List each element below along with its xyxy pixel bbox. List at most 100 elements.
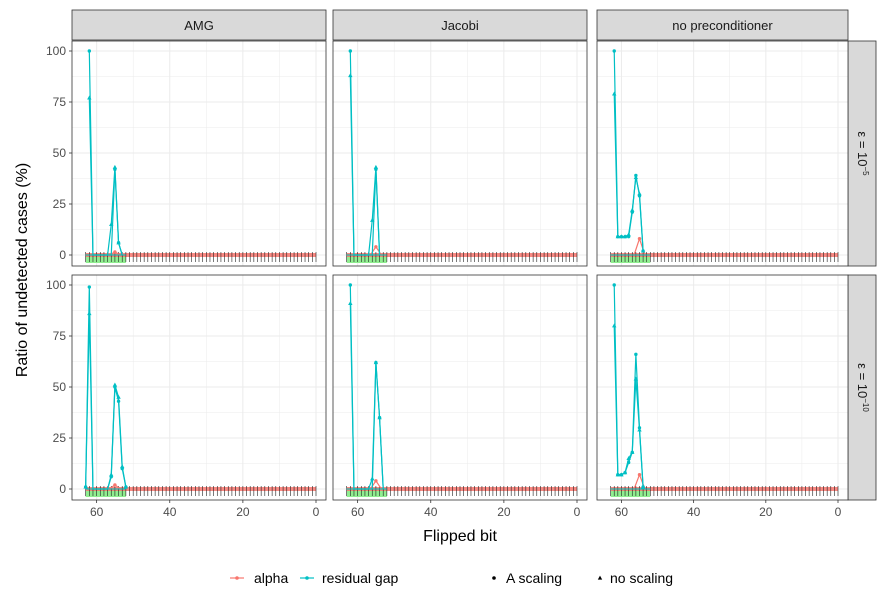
point-marker-triangle [637,427,642,432]
panel-border [71,40,327,267]
point-marker-circle [612,49,616,53]
legend-label-residual-gap: residual gap [322,570,398,586]
point-marker-circle [113,250,117,254]
point-marker-circle [634,352,638,357]
point-marker-triangle [619,472,624,477]
facet-strip-label: no preconditioner [672,18,773,33]
x-tick-label: 60 [615,505,629,519]
green-band [346,254,387,263]
point-marker-triangle [123,484,129,489]
y-tick-label: 100 [46,278,66,292]
panel: 0 25 50 75 100 [46,40,327,267]
point-marker-triangle [622,234,628,239]
point-marker-circle [637,473,642,477]
alpha-baseline-band [85,487,316,491]
panel-border [71,274,327,501]
panel: 0 25 50 75 100 60 40 20 0 [46,274,327,519]
y-tick-label: 50 [53,146,67,160]
panel: 60 40 20 0 [596,274,849,519]
x-tick-label: 40 [424,505,438,519]
point-marker-triangle [348,300,353,305]
facet-strip-row [847,40,877,267]
point-marker-triangle [615,234,621,239]
point-marker-triangle [109,222,114,226]
x-tick-label: 0 [313,505,320,519]
point-marker-triangle [615,472,621,477]
point-marker-triangle [109,472,114,477]
panel [596,40,849,267]
point-marker-circle [348,49,353,53]
green-band [85,254,126,263]
legend: alpha residual gap A scaling no scaling [230,570,673,586]
facet-strip-column [332,9,588,41]
legend-key-residual-gap-point [305,576,309,580]
x-tick-label: 60 [90,505,104,519]
point-marker-triangle [622,470,628,475]
point-marker-triangle [370,217,375,222]
facet-strip-label: Jacobi [441,18,479,33]
legend-key-alpha-point [235,576,239,580]
point-marker-triangle [348,73,353,78]
point-marker-triangle [373,164,379,169]
point-marker-triangle [116,394,121,399]
y-tick-label: 25 [53,431,67,445]
panel-border [596,274,849,501]
x-tick-label: 40 [687,505,701,519]
facet-strip-column [596,9,849,41]
panel: 60 40 20 0 [332,274,588,519]
point-marker-triangle [640,484,646,489]
legend-key-a-scaling [492,576,496,580]
green-band [610,254,651,263]
alpha-baseline-band [346,487,577,491]
point-marker-triangle [633,376,639,381]
point-marker-circle [374,479,378,483]
point-marker-circle [637,236,642,241]
point-marker-triangle [87,311,92,316]
y-axis-title: Ratio of undetected cases (%) [14,163,31,377]
alpha-baseline-band [610,253,838,257]
y-tick-label: 50 [53,380,67,394]
point-marker-triangle [619,234,624,239]
x-tick-label: 20 [497,505,511,519]
row-label-base: ε = 10 [855,131,870,166]
legend-label-alpha: alpha [254,570,288,586]
legend-label-a-scaling: A scaling [506,570,562,586]
row-label-base: ε = 10 [855,363,870,398]
point-marker-triangle [640,248,646,253]
green-band [610,488,651,497]
panel [332,40,588,267]
point-marker-triangle [116,240,121,245]
facet-strip-row [847,274,877,501]
point-marker-circle [612,283,616,287]
point-marker-triangle [630,449,635,454]
point-marker-triangle [373,360,379,365]
x-tick-label: 40 [163,505,177,519]
green-band [85,488,126,497]
point-marker-triangle [630,207,635,212]
x-tick-label: 20 [759,505,773,519]
point-marker-circle [348,283,353,287]
y-tick-label: 100 [46,44,66,58]
point-marker-triangle [612,323,617,328]
alpha-baseline-band [610,487,838,491]
point-marker-circle [87,285,92,289]
row-label-exponent: −10 [861,398,870,412]
alpha-baseline-band [346,253,577,257]
y-tick-label: 75 [53,329,67,343]
y-tick-label: 25 [53,197,67,211]
x-tick-label: 0 [835,505,842,519]
point-marker-triangle [633,175,639,180]
point-marker-triangle [112,382,118,387]
facet-strip-row-label: ε = 10−5 [855,131,870,176]
y-tick-label: 0 [59,482,66,496]
point-marker-triangle [612,91,617,96]
point-marker-circle [113,483,117,487]
point-marker-triangle [370,476,375,481]
point-marker-triangle [626,232,631,237]
point-marker-triangle [637,191,642,196]
point-marker-triangle [377,415,382,420]
facet-strip-column [71,9,327,41]
legend-key-no-scaling [597,575,603,580]
